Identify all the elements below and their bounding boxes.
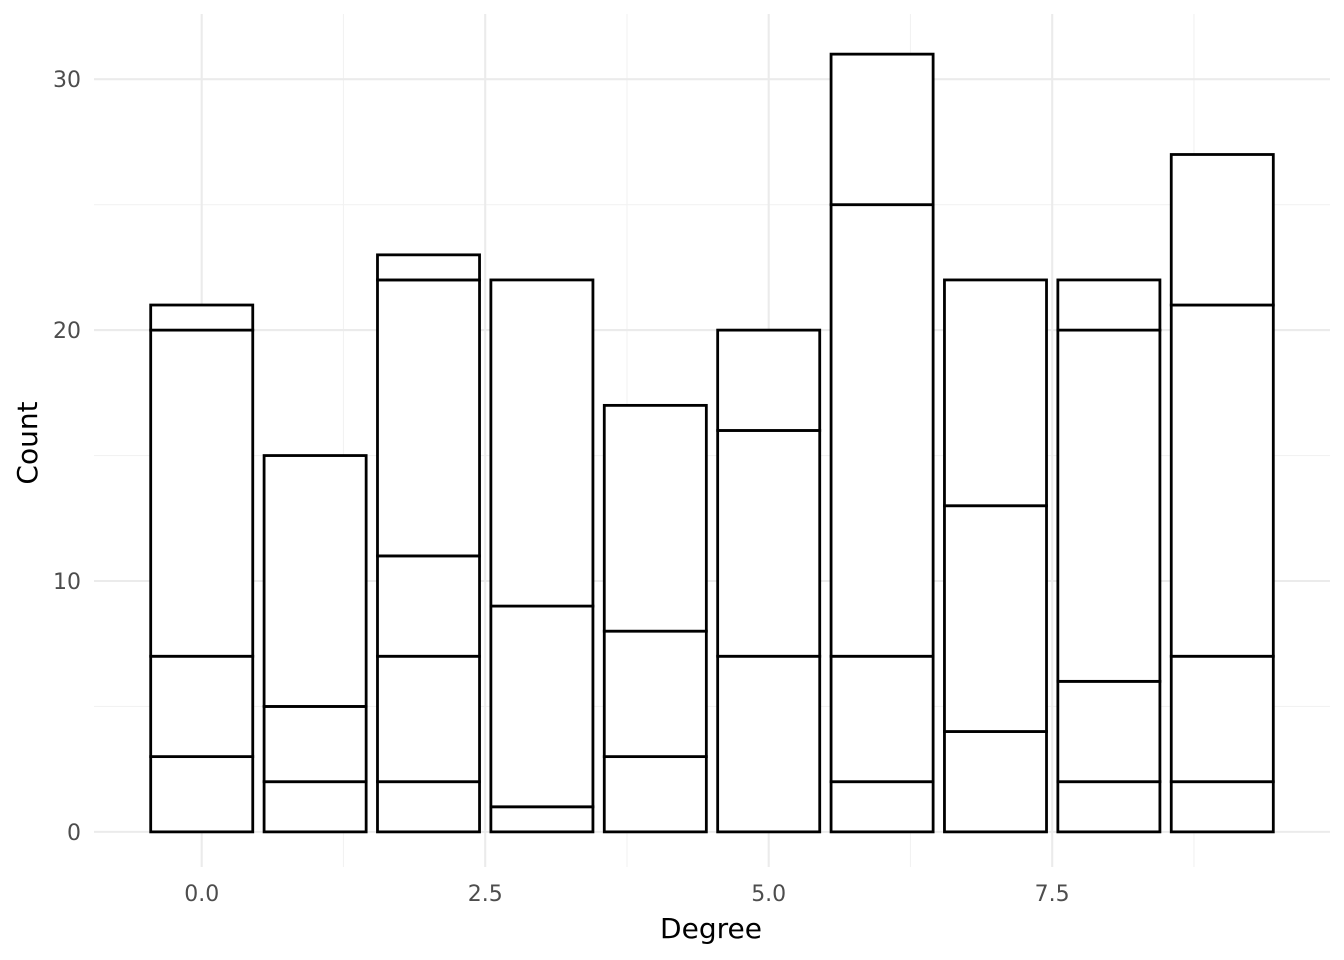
y-tick-label: 10 [53,570,81,595]
bar-segment [1169,153,1275,307]
y-tick-labels: 0 10 20 30 [53,68,81,846]
bar-stack [716,328,822,834]
x-tick-label: 5.0 [751,882,786,907]
bar-stack [1056,278,1162,834]
bar-segment [602,629,708,759]
x-axis-title: Degree [660,912,762,945]
bar-segment [376,278,481,558]
bar-segment [1056,679,1162,784]
bar-segment [262,454,368,708]
y-tick-label: 30 [53,68,81,93]
bar-stack [149,303,255,834]
bars [149,52,1275,834]
bar-segment [943,278,1048,508]
bar-segment [489,278,595,608]
bar-segment [829,654,935,784]
bar-stack [489,278,595,834]
x-tick-label: 0.0 [184,882,219,907]
bar-stack [829,52,935,834]
bar-segment [1169,780,1275,834]
bar-segment [262,705,368,784]
bar-segment [716,429,822,658]
bar-segment [149,654,255,759]
x-tick-label: 7.5 [1035,882,1070,907]
bar-segment [829,52,935,207]
bar-stack [376,253,481,834]
bar-segment [716,654,822,834]
bar-segment [1169,654,1275,784]
bar-segment [376,554,481,658]
bar-segment [1056,328,1162,683]
y-tick-label: 0 [67,821,81,846]
bar-segment [376,780,481,834]
bar-segment [376,253,481,282]
bar-segment [489,604,595,809]
bar-segment [489,805,595,834]
y-axis-title: Count [11,401,44,484]
bar-segment [149,755,255,834]
bar-segment [1056,278,1162,332]
bar-segment [149,328,255,658]
bar-segment [262,780,368,834]
bar-segment [1169,303,1275,658]
bar-segment [943,504,1048,733]
bar-segment [829,203,935,658]
bar-stack [1169,153,1275,834]
bar-stack [602,403,708,834]
bar-segment [943,730,1048,834]
bar-stack [262,454,368,834]
bar-segment [716,328,822,432]
x-tick-label: 2.5 [468,882,503,907]
bar-segment [602,403,708,633]
bar-segment [602,755,708,834]
bar-segment [829,780,935,834]
bar-stack [943,278,1048,834]
bar-segment [1056,780,1162,834]
bar-segment [149,303,255,332]
y-tick-label: 20 [53,319,81,344]
bar-segment [376,654,481,784]
x-tick-labels: 0.0 2.5 5.0 7.5 [184,882,1069,907]
